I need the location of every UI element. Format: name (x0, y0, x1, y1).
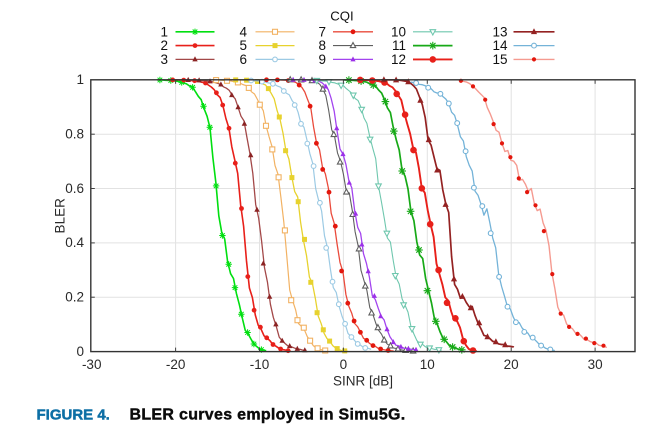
svg-text:12: 12 (391, 52, 406, 67)
svg-text:-20: -20 (166, 357, 186, 372)
svg-text:4: 4 (239, 24, 247, 39)
svg-text:9: 9 (318, 52, 326, 67)
svg-text:20: 20 (504, 357, 519, 372)
svg-text:30: 30 (588, 357, 603, 372)
svg-text:1: 1 (160, 24, 168, 39)
svg-text:0.2: 0.2 (65, 290, 84, 305)
svg-text:14: 14 (492, 38, 508, 53)
svg-text:CQI: CQI (330, 9, 353, 24)
svg-text:10: 10 (391, 24, 406, 39)
svg-text:1: 1 (76, 72, 84, 87)
svg-text:0.6: 0.6 (65, 181, 84, 196)
svg-text:5: 5 (239, 38, 247, 53)
svg-text:FIGURE 4.BLER curves employed: FIGURE 4. BLER curves employed in Simu5G. (37, 406, 406, 423)
svg-text:0.8: 0.8 (65, 127, 84, 142)
svg-text:-30: -30 (82, 357, 102, 372)
svg-text:0: 0 (76, 344, 84, 359)
svg-text:0.4: 0.4 (65, 235, 84, 250)
svg-text:-10: -10 (250, 357, 270, 372)
svg-text:3: 3 (160, 52, 168, 67)
svg-text:6: 6 (239, 52, 247, 67)
svg-text:8: 8 (318, 38, 326, 53)
svg-text:10: 10 (420, 357, 435, 372)
svg-text:13: 13 (492, 24, 507, 39)
svg-text:7: 7 (318, 24, 326, 39)
svg-text:2: 2 (160, 38, 168, 53)
svg-text:11: 11 (392, 38, 406, 53)
svg-text:15: 15 (492, 52, 507, 67)
svg-text:BLER: BLER (53, 198, 68, 234)
svg-text:SINR [dB]: SINR [dB] (333, 374, 393, 389)
svg-text:0: 0 (340, 357, 348, 372)
